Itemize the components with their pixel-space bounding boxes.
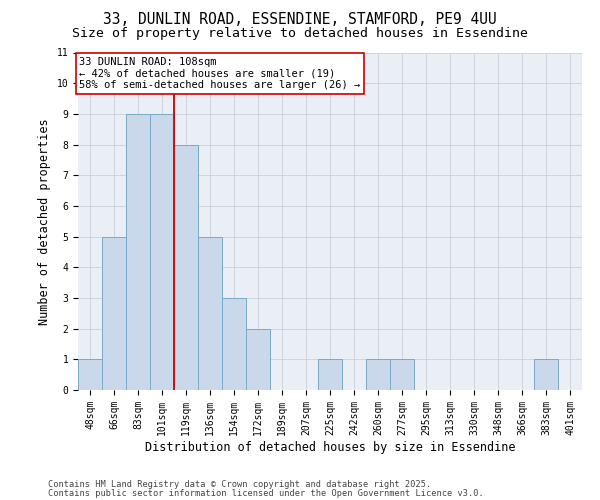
Text: 33, DUNLIN ROAD, ESSENDINE, STAMFORD, PE9 4UU: 33, DUNLIN ROAD, ESSENDINE, STAMFORD, PE… — [103, 12, 497, 28]
X-axis label: Distribution of detached houses by size in Essendine: Distribution of detached houses by size … — [145, 440, 515, 454]
Bar — [102, 236, 126, 390]
Bar — [534, 360, 558, 390]
Bar — [174, 144, 198, 390]
Bar — [246, 328, 270, 390]
Bar — [366, 360, 390, 390]
Bar — [390, 360, 414, 390]
Text: Contains public sector information licensed under the Open Government Licence v3: Contains public sector information licen… — [48, 488, 484, 498]
Bar — [222, 298, 246, 390]
Text: Size of property relative to detached houses in Essendine: Size of property relative to detached ho… — [72, 28, 528, 40]
Bar — [78, 360, 102, 390]
Text: Contains HM Land Registry data © Crown copyright and database right 2025.: Contains HM Land Registry data © Crown c… — [48, 480, 431, 489]
Bar — [318, 360, 342, 390]
Bar — [198, 236, 222, 390]
Y-axis label: Number of detached properties: Number of detached properties — [38, 118, 51, 324]
Bar — [126, 114, 150, 390]
Bar — [150, 114, 174, 390]
Text: 33 DUNLIN ROAD: 108sqm
← 42% of detached houses are smaller (19)
58% of semi-det: 33 DUNLIN ROAD: 108sqm ← 42% of detached… — [79, 57, 361, 90]
